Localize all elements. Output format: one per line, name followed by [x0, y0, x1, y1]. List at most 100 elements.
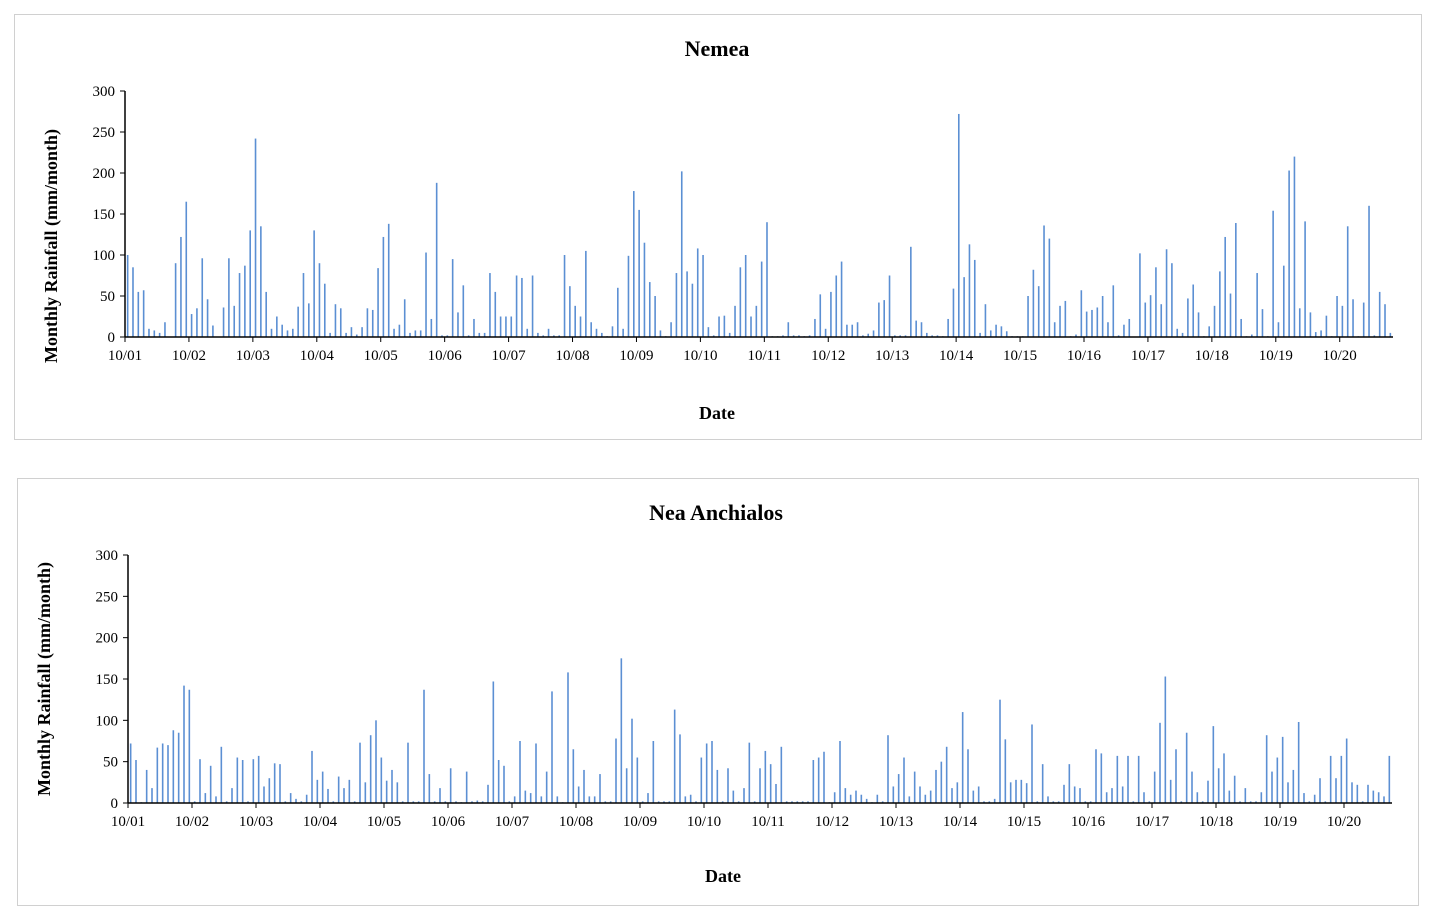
bar: [689, 794, 692, 803]
bar: [1207, 780, 1209, 803]
bar: [1261, 309, 1264, 337]
bar: [348, 779, 351, 803]
bar: [375, 720, 377, 803]
bar: [1005, 331, 1008, 337]
bar: [855, 790, 857, 803]
bar: [823, 751, 825, 803]
bar: [695, 801, 697, 803]
bar: [1164, 676, 1167, 803]
x-axis-label: Date: [699, 403, 735, 423]
bar: [604, 801, 607, 803]
chart-panel-nemea: Nemea Monthly Rainfall (mm/month) Date 0…: [14, 14, 1422, 440]
bar: [782, 335, 784, 337]
bar: [1288, 170, 1290, 337]
bar: [201, 258, 204, 337]
bar: [1389, 332, 1392, 337]
bar: [332, 801, 335, 803]
bar: [257, 755, 260, 803]
bar: [1388, 755, 1391, 803]
bar: [702, 255, 704, 337]
x-tick-label: 10/05: [367, 814, 401, 830]
bar: [844, 788, 847, 803]
bar: [364, 782, 367, 803]
bar: [675, 273, 678, 337]
bar-series: [129, 658, 1391, 803]
bar: [494, 291, 497, 337]
y-tick-label: 100: [93, 248, 116, 264]
bar: [433, 801, 436, 803]
bar: [1217, 768, 1220, 803]
y-ticks: 0 50 100 150 200 250 300: [96, 548, 128, 812]
bar: [327, 788, 329, 803]
bar: [1057, 801, 1060, 803]
x-tick-label: 10/16: [1067, 348, 1102, 364]
bar: [989, 330, 992, 337]
bar: [1176, 328, 1179, 337]
bar: [840, 261, 843, 337]
bar: [883, 300, 885, 337]
y-tick-label: 200: [96, 631, 119, 647]
bar: [542, 335, 545, 337]
bar: [1224, 236, 1226, 337]
bar: [1128, 318, 1131, 337]
bar: [492, 681, 495, 803]
bar: [1105, 792, 1108, 803]
bar: [359, 742, 361, 803]
bar: [419, 330, 422, 337]
bar: [241, 760, 244, 803]
bar: [236, 757, 239, 803]
bar: [483, 332, 486, 337]
bar: [377, 268, 379, 337]
bar: [926, 332, 928, 337]
bar: [1362, 302, 1365, 337]
bar: [260, 226, 262, 337]
bar: [574, 305, 576, 337]
bar: [819, 294, 822, 337]
bar: [1201, 801, 1204, 803]
bar: [668, 801, 671, 803]
bar: [808, 335, 811, 337]
bar: [196, 308, 198, 337]
bar: [1319, 778, 1321, 803]
bar: [609, 801, 612, 803]
bar: [1192, 284, 1195, 337]
bar: [551, 691, 553, 803]
bar: [1373, 335, 1376, 337]
bar: [817, 757, 820, 803]
y-tick-label: 50: [100, 289, 115, 305]
bar: [313, 230, 315, 337]
bar: [1351, 782, 1353, 803]
bar: [590, 322, 592, 337]
bar: [1383, 796, 1385, 803]
bar: [888, 275, 891, 337]
bar: [1368, 205, 1370, 337]
bar: [705, 743, 708, 803]
bar: [1084, 801, 1087, 803]
bar: [297, 306, 299, 337]
bar: [1043, 225, 1045, 337]
bar: [572, 749, 575, 803]
x-tick-label: 10/14: [939, 348, 974, 364]
bar: [499, 316, 502, 337]
bar: [279, 764, 281, 803]
bar: [1080, 290, 1083, 337]
bar: [1169, 779, 1172, 803]
bar: [1009, 782, 1012, 803]
bar: [910, 246, 912, 337]
bar: [1027, 296, 1029, 337]
bar: [833, 792, 836, 803]
bar: [441, 335, 443, 337]
bar: [284, 801, 287, 803]
bar: [273, 763, 276, 803]
bar: [1180, 801, 1183, 803]
bar: [563, 255, 566, 337]
bar: [329, 332, 331, 337]
x-ticks: 10/01 10/02 10/03 10/04 10/05 10/06 10/07 10/08…: [111, 803, 1361, 830]
bar: [673, 709, 676, 803]
bar: [1352, 299, 1354, 337]
bar: [1249, 801, 1252, 803]
y-tick-label: 250: [96, 589, 119, 605]
bar: [744, 255, 747, 337]
bar: [556, 796, 559, 803]
bar: [439, 788, 441, 803]
